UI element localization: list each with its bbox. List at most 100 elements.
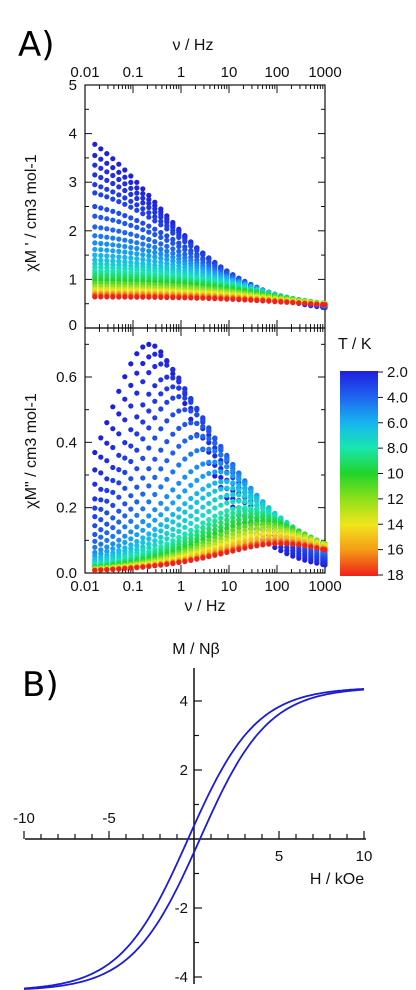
chi-double-prime-point — [146, 408, 152, 414]
chi-double-prime-point — [104, 476, 110, 482]
chi-prime-point — [110, 227, 116, 233]
chi-double-prime-point — [230, 473, 236, 479]
chi-double-prime-point — [254, 525, 260, 531]
chi-double-prime-point — [278, 541, 284, 547]
chi-double-prime-point — [188, 520, 194, 527]
chi-double-prime-point — [188, 416, 194, 422]
chi-prime-point — [110, 189, 116, 195]
chi-prime-point — [176, 295, 182, 301]
chi-double-prime-point — [224, 525, 230, 532]
chi-double-prime-point — [212, 513, 218, 519]
chi-double-prime-point — [194, 524, 200, 530]
chi-double-prime-point — [200, 529, 206, 535]
chi-prime-point — [92, 141, 98, 147]
chi-double-prime-point — [272, 544, 278, 551]
chi-double-prime-point — [242, 545, 248, 551]
chi-double-prime-point — [122, 417, 128, 423]
chi-double-prime-point — [134, 532, 140, 538]
chi-prime-point — [116, 192, 122, 198]
chi-prime-point — [92, 246, 98, 252]
chi-double-prime-point — [212, 459, 218, 465]
chi-prime-point — [92, 162, 98, 168]
chi-double-prime-point — [134, 484, 140, 490]
chi-prime-point — [140, 252, 146, 258]
chi-double-prime-point — [242, 499, 248, 505]
chi-double-prime-point — [194, 556, 200, 562]
chi-double-prime-point — [182, 400, 188, 407]
chi-double-prime-point — [248, 500, 254, 506]
chi-prime-point — [98, 240, 104, 247]
colorbar-tick-label: 4.0 — [387, 389, 408, 406]
chi-double-prime-point — [212, 531, 218, 537]
chi-prime-point — [122, 167, 128, 173]
chi-double-prime-point — [248, 544, 254, 550]
chi-double-prime-point — [212, 488, 218, 494]
chi-double-prime-point — [146, 341, 152, 347]
chi-double-prime-point — [230, 515, 236, 521]
chi-prime-point — [128, 294, 134, 300]
chi-prime-point — [122, 201, 128, 207]
chi-double-prime-point — [176, 494, 182, 500]
chi-double-prime-data-points — [92, 341, 328, 573]
chi-double-prime-point — [206, 554, 212, 560]
chi-double-prime-point — [224, 457, 230, 463]
chi-prime-point — [92, 172, 98, 178]
chi-double-prime-point — [110, 426, 116, 432]
chi-double-prime-point — [92, 481, 98, 487]
chi-double-prime-point — [158, 539, 164, 545]
chi-prime-point — [314, 301, 320, 307]
chi-double-prime-point — [188, 513, 194, 519]
x-tick-label: 1 — [177, 64, 185, 81]
chi-double-prime-point — [236, 505, 242, 511]
chi-double-prime-point — [110, 502, 116, 508]
chi-prime-point — [116, 176, 122, 183]
m-tick-label: 4 — [180, 693, 188, 710]
chi-double-prime-point — [206, 436, 212, 442]
chi-double-prime-point — [188, 420, 194, 426]
chi-double-prime-point — [188, 408, 194, 414]
chi-prime-point — [116, 254, 122, 260]
chi-prime-point — [164, 252, 170, 259]
chi-double-prime-point — [164, 524, 170, 530]
chi-double-prime-point — [92, 523, 98, 529]
chi-double-prime-point — [200, 486, 206, 492]
x-tick-label: 1 — [177, 578, 185, 595]
chi-prime-point — [116, 236, 122, 242]
chi-prime-point — [134, 185, 140, 191]
panel-label-b: B) — [22, 665, 59, 705]
chi-prime-point — [116, 210, 122, 216]
chi-double-prime-point — [224, 479, 230, 485]
chi-double-prime-point — [116, 452, 122, 458]
chi-prime-point — [110, 235, 116, 241]
chi-prime-point — [98, 184, 104, 190]
chi-double-prime-chart: 0.01 0.1 1 10 100 1000 0.0 0.2 0.4 0.6 χM" / cm3… — [23, 327, 342, 615]
chi-double-prime-point — [176, 375, 182, 381]
chi-prime-point — [92, 182, 98, 188]
colorbar-tick-label: 8.0 — [387, 440, 408, 457]
chi-prime-point — [164, 294, 170, 301]
chi-double-prime-point — [218, 494, 224, 500]
chi-prime-point — [122, 237, 128, 243]
chi-prime-point — [110, 248, 116, 254]
chi-double-prime-point — [242, 481, 248, 487]
chi-prime-point — [134, 207, 140, 213]
chi-double-prime-point — [122, 440, 128, 446]
chi-double-prime-point — [194, 412, 200, 418]
chi-double-prime-point — [128, 565, 134, 571]
chi-double-prime-point — [140, 539, 146, 546]
chi-double-prime-point — [122, 485, 128, 491]
chi-double-prime-point — [182, 407, 188, 413]
chi-double-prime-point — [110, 533, 116, 540]
chi-double-prime-point — [146, 370, 152, 376]
chi-double-prime-point — [110, 444, 116, 451]
chi-double-prime-point — [158, 391, 164, 397]
chi-double-prime-point — [170, 450, 176, 456]
chi-double-prime-point — [134, 351, 140, 357]
chi-double-prime-point — [164, 536, 170, 542]
chi-double-prime-point — [212, 535, 218, 541]
chi-prime-point — [98, 214, 104, 220]
chi-double-prime-point — [110, 566, 116, 573]
chi-double-prime-point — [152, 563, 158, 569]
magnetization-curves — [23, 688, 365, 990]
chi-double-prime-point — [254, 498, 260, 504]
